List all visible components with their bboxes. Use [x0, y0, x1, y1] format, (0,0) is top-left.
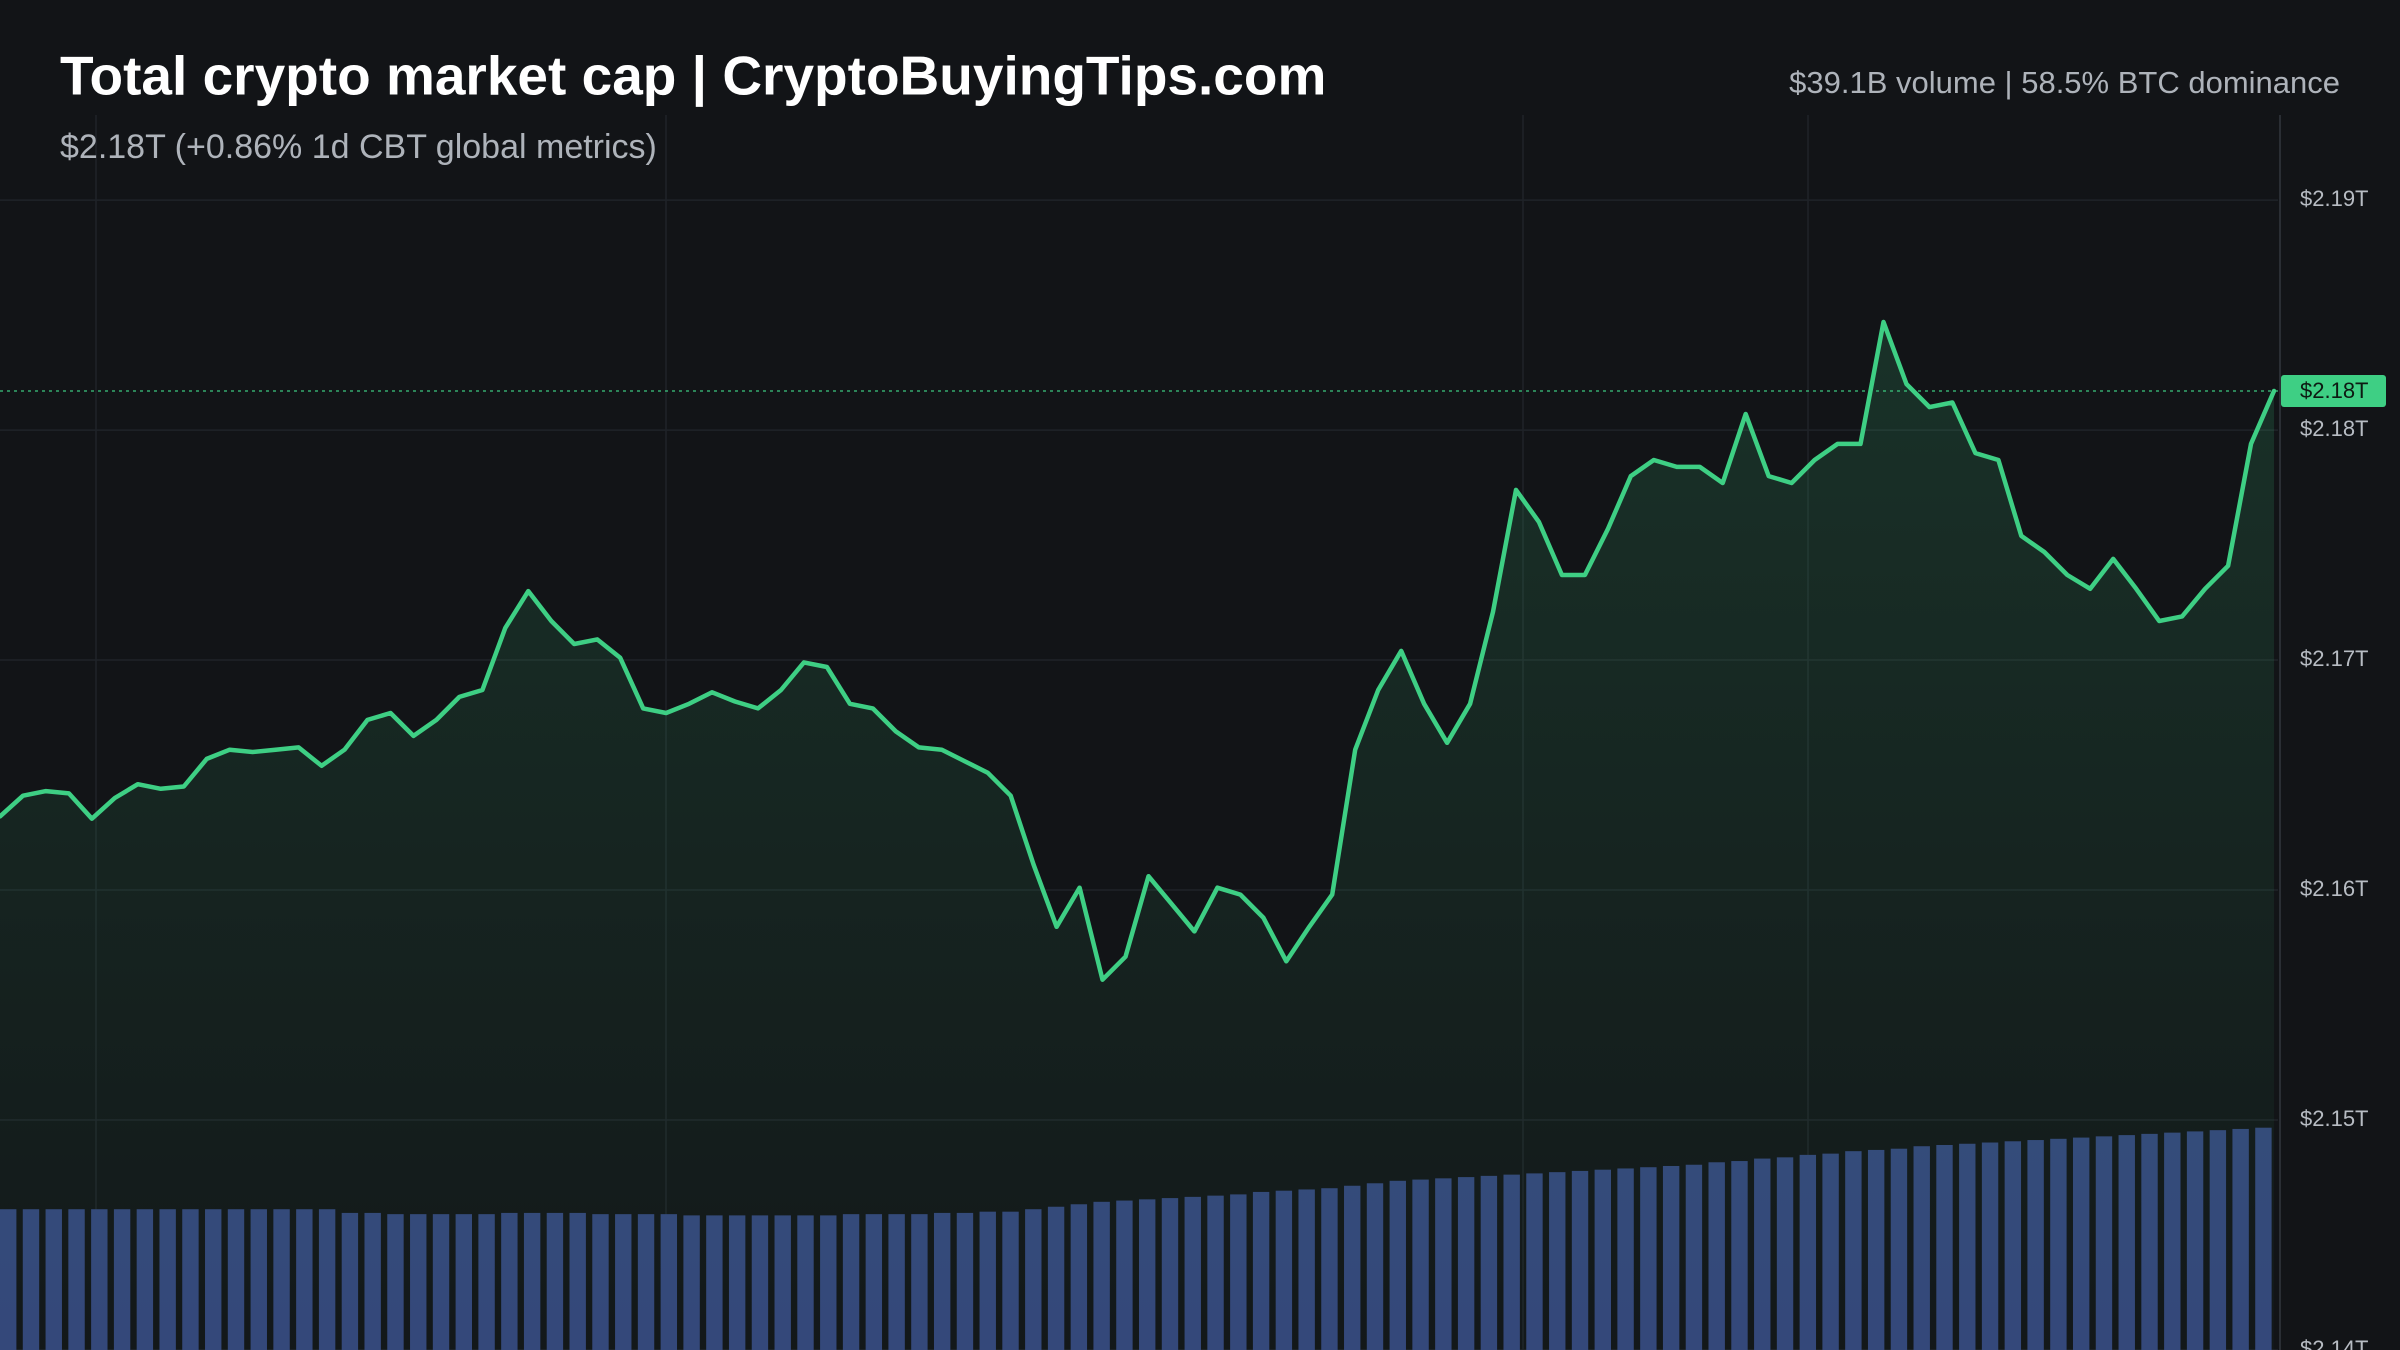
y-tick-label: $2.15T: [2300, 1106, 2369, 1131]
chart-title: Total crypto market cap | CryptoBuyingTi…: [60, 45, 1326, 108]
y-tick-label: $2.16T: [2300, 876, 2369, 901]
plot: $2.14T $2.15T $2.16T $2.17T $2.18T $2.19T $2.1…: [0, 186, 2386, 1350]
y-tick-label: $2.17T: [2300, 646, 2369, 671]
annotation: $39.1B volume | 58.5% BTC dominance: [1789, 65, 2340, 100]
y-tick-label: $2.19T: [2300, 186, 2369, 211]
last-value-label: $2.18T: [2300, 378, 2369, 403]
y-tick-label: $2.14T: [2300, 1336, 2369, 1350]
last-value-box: [2281, 374, 2386, 407]
price-line: [0, 319, 2277, 982]
y-tick-label: $2.18T: [2300, 416, 2369, 441]
area-fill: [0, 322, 2274, 1350]
chart-subtitle: $2.18T (+0.86% 1d CBT global metrics): [60, 128, 657, 166]
